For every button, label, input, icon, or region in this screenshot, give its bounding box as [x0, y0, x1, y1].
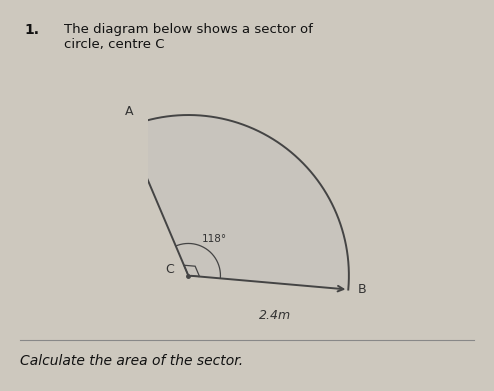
Text: B: B [358, 283, 367, 296]
Text: C: C [165, 263, 174, 276]
Text: 1.: 1. [25, 23, 40, 38]
Text: 2.4m: 2.4m [259, 309, 291, 322]
Text: A: A [124, 105, 133, 118]
Polygon shape [125, 115, 349, 290]
Text: The diagram below shows a sector of
circle, centre C: The diagram below shows a sector of circ… [64, 23, 313, 52]
Text: 118°: 118° [202, 234, 227, 244]
Text: Calculate the area of the sector.: Calculate the area of the sector. [20, 353, 243, 368]
